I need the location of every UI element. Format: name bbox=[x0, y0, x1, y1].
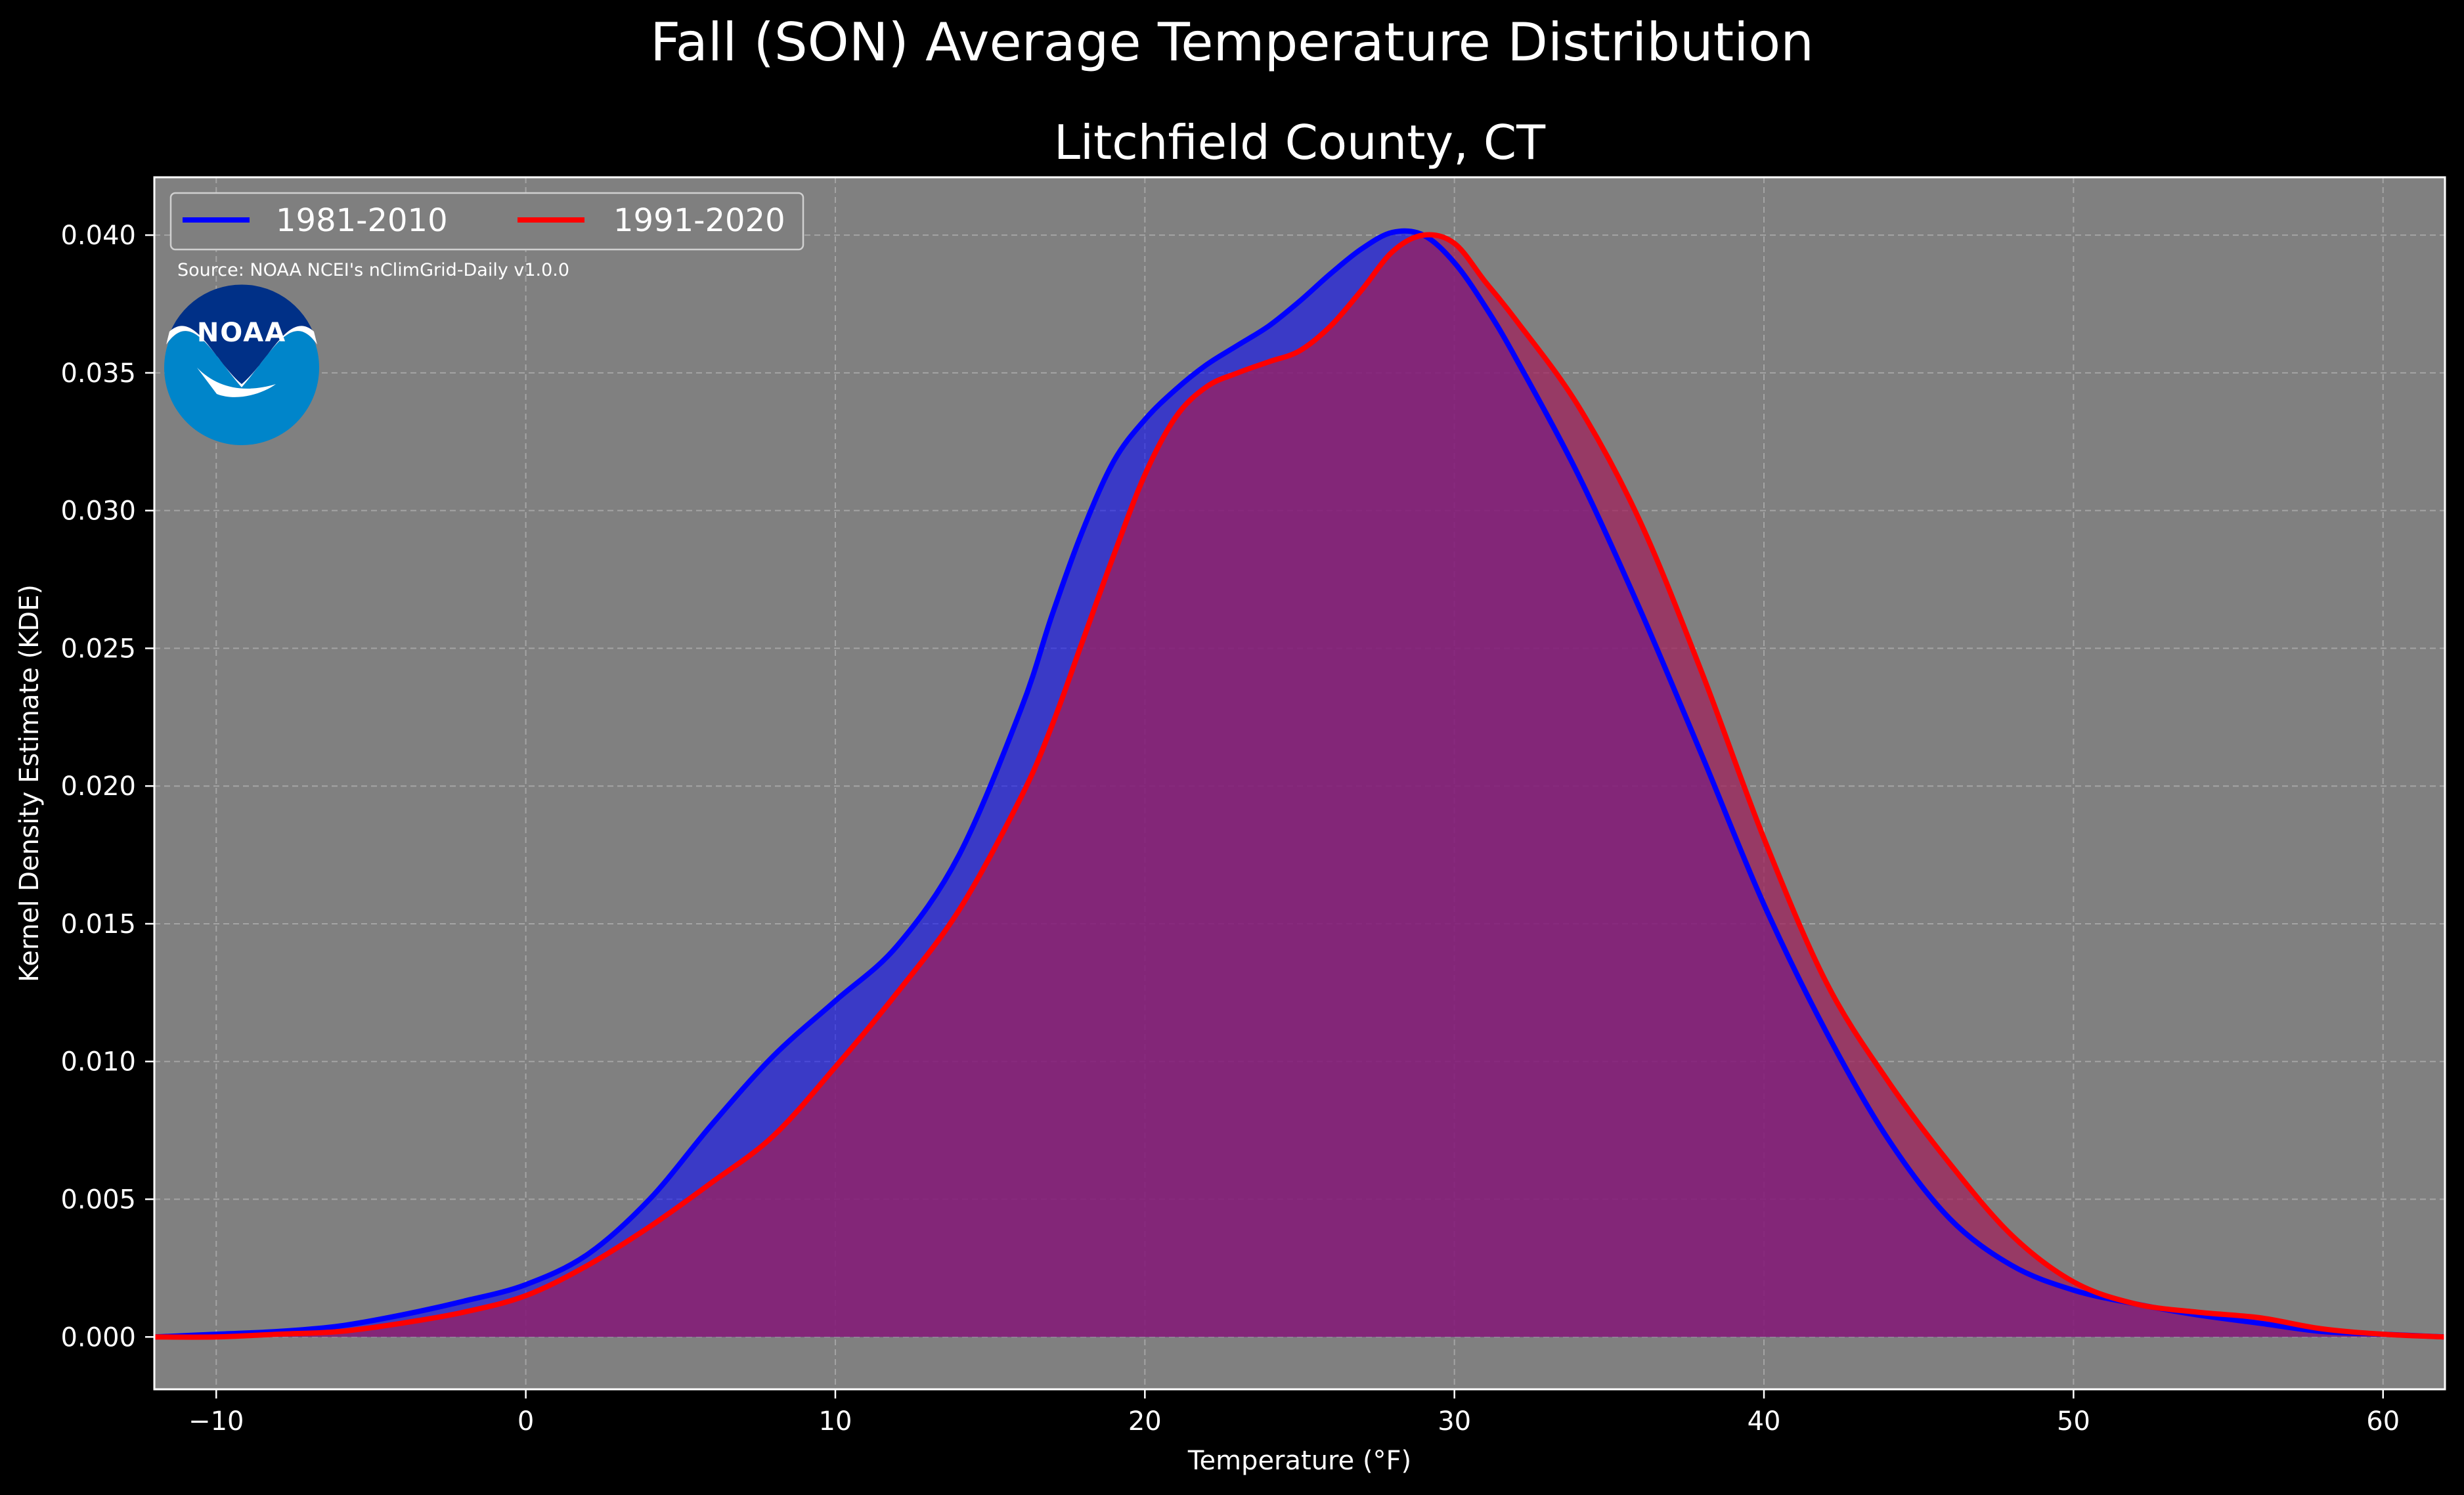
density-line-1991-2020 bbox=[154, 232, 2446, 1340]
chart-title: Litchfield County, CT bbox=[1054, 115, 1546, 170]
x-axis-label: Temperature (°F) bbox=[1187, 1446, 1411, 1476]
x-tick-label: 60 bbox=[2366, 1406, 2400, 1437]
x-tick-label: 30 bbox=[1438, 1406, 1471, 1437]
y-axis: 0.000 0.005 0.010 0.015 0.020 0.025 0.030 0.035… bbox=[60, 221, 154, 1353]
x-tick-label: 10 bbox=[819, 1406, 852, 1437]
x-axis: −10 0 10 20 30 40 50 60 bbox=[188, 1389, 2400, 1437]
x-tick-label: 0 bbox=[517, 1406, 534, 1437]
y-tick-label: 0.025 bbox=[60, 634, 136, 664]
y-tick-label: 0.005 bbox=[60, 1185, 136, 1215]
legend-box bbox=[169, 192, 804, 251]
logo-gull-body bbox=[197, 368, 276, 397]
y-tick-label: 0.015 bbox=[60, 909, 136, 940]
y-tick-label: 0.040 bbox=[60, 221, 136, 251]
plot-frame bbox=[153, 176, 2446, 1391]
noaa-logo: NOAA bbox=[164, 284, 319, 445]
y-tick-label: 0.010 bbox=[60, 1047, 136, 1077]
logo-text: NOAA bbox=[197, 318, 286, 348]
logo-top-half bbox=[166, 284, 317, 387]
legend: 1981-2010 1991-2020 bbox=[169, 192, 804, 251]
density-lines bbox=[154, 228, 2446, 1340]
legend-label-1991-2020: 1991-2020 bbox=[613, 202, 785, 239]
x-tick-label: 20 bbox=[1128, 1406, 1162, 1437]
x-tick-label: −10 bbox=[188, 1406, 244, 1437]
density-line-1981-2010 bbox=[154, 228, 2446, 1340]
y-tick-label: 0.020 bbox=[60, 771, 136, 802]
y-tick-label: 0.000 bbox=[60, 1322, 136, 1353]
y-tick-label: 0.035 bbox=[60, 358, 136, 389]
y-axis-label: Kernel Density Estimate (KDE) bbox=[14, 584, 45, 982]
legend-label-1981-2010: 1981-2010 bbox=[276, 202, 448, 239]
source-note: Source: NOAA NCEI's nClimGrid-Daily v1.0… bbox=[177, 260, 569, 280]
x-tick-label: 50 bbox=[2057, 1406, 2090, 1437]
y-tick-label: 0.030 bbox=[60, 496, 136, 527]
x-tick-label: 40 bbox=[1748, 1406, 1781, 1437]
figure-title: Fall (SON) Average Temperature Distribut… bbox=[650, 12, 1814, 73]
